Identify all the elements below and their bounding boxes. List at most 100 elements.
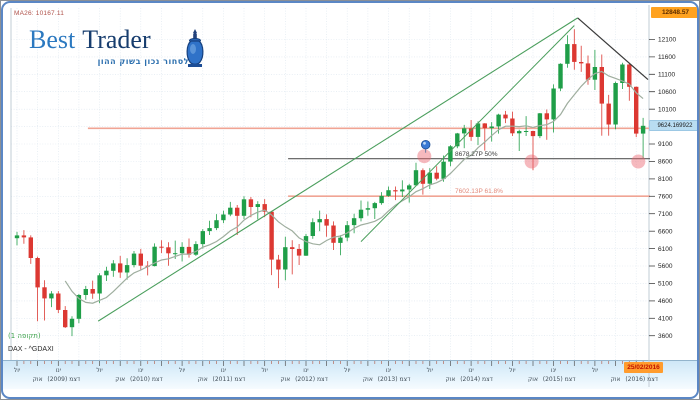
candle-body [365, 208, 371, 210]
brand-word-trader: Trader [82, 25, 151, 54]
candle-body [200, 231, 205, 245]
candle-body [173, 253, 178, 255]
candle-body [324, 219, 329, 226]
candle-body [455, 133, 460, 147]
candle-body [159, 246, 164, 248]
y-axis-label: 8100 [658, 176, 673, 183]
y-axis-label: 6100 [658, 246, 673, 253]
last-price-badge: 9624.169922 [649, 120, 697, 131]
high-price-badge: 12848.57 [651, 7, 697, 18]
candle-body [269, 211, 274, 260]
candle-body [434, 172, 439, 179]
candle-body [214, 220, 219, 229]
candle-body [331, 225, 336, 243]
highlight-circle-marker [631, 154, 646, 169]
highlight-circle-marker [417, 149, 432, 164]
candle-body [379, 195, 384, 204]
y-axis-label: 5600 [658, 263, 673, 270]
highlight-circle-marker [524, 154, 539, 169]
y-axis-label: 6600 [658, 228, 673, 235]
candle-body [317, 219, 322, 223]
y-axis-label: 11600 [658, 54, 676, 61]
candle-body [517, 131, 522, 134]
candle-body [565, 44, 570, 64]
candle-body [235, 207, 240, 216]
candle-body [537, 113, 543, 137]
candle-body [228, 207, 233, 215]
candle-body [97, 275, 102, 294]
moving-average-line [64, 70, 644, 304]
candle-body [290, 247, 295, 249]
candle-body [544, 113, 549, 120]
candle-body [351, 218, 357, 226]
candle-body [400, 189, 405, 192]
candle-body [579, 62, 584, 64]
candle-body [462, 128, 467, 134]
candle-body [241, 199, 247, 216]
candle-body [345, 225, 350, 238]
candle-body [468, 128, 474, 137]
candle-body [69, 318, 75, 328]
candle-body [83, 289, 88, 295]
y-axis-label: 5100 [658, 281, 673, 288]
candle-body [124, 265, 130, 273]
candle-body [427, 172, 432, 184]
candle-body [413, 170, 419, 186]
candle-body [496, 114, 501, 127]
time-axis-strip [3, 360, 697, 389]
candle-body [393, 190, 398, 192]
candle-body [131, 253, 137, 266]
candle-body [523, 131, 529, 132]
candle-body [104, 270, 109, 276]
y-axis-label: 12100 [658, 37, 676, 44]
price-chart-canvas[interactable]: 3600 4100 4600 5100 5600 6100 6600 7100 7600 8100… [3, 3, 699, 399]
candle-body [572, 44, 577, 62]
y-axis-label: 10100 [658, 106, 676, 113]
candle-body [262, 204, 267, 212]
candle-body [551, 88, 556, 120]
candle-body [620, 64, 625, 83]
candle-body [407, 185, 412, 190]
brand-logo: Best Trader לסחור נכון בשוק ההון [29, 27, 204, 79]
candle-body [475, 123, 481, 137]
period-label: (תקופה 1) [8, 332, 41, 340]
candle-body [21, 235, 27, 238]
candle-body [640, 125, 646, 134]
candle-body [599, 67, 604, 104]
candle-body [14, 235, 20, 239]
candle-body [303, 236, 309, 256]
ma-indicator-readout: MA26: 10167.11 [14, 10, 65, 17]
candle-body [585, 63, 591, 80]
candle-body [186, 246, 192, 255]
trendline-uptrend-inner [360, 25, 575, 242]
brand-tagline: לסחור נכון בשוק ההון [97, 57, 189, 66]
y-axis-label: 4100 [658, 316, 673, 323]
y-axis-label: 11100 [658, 72, 675, 79]
brand-word-best: Best [29, 25, 76, 54]
info-pin-icon [421, 139, 431, 150]
candle-body [28, 237, 33, 258]
trendline-downtrend [577, 17, 649, 81]
y-axis-label: 8600 [658, 159, 673, 166]
trendline-uptrend-main [97, 17, 578, 322]
candle-body [90, 289, 95, 294]
symbol-label: DAX - ^GDAXI [8, 346, 54, 353]
candle-body [179, 246, 185, 254]
candle-body [310, 222, 315, 236]
y-axis-label: 9100 [658, 141, 673, 148]
candle-body [441, 161, 446, 179]
brand-title: Best Trader [29, 27, 189, 53]
candle-body [111, 263, 116, 271]
candle-body [613, 83, 618, 125]
fib-50-label: 8678.27P 50% [455, 151, 498, 158]
candle-body [138, 253, 143, 266]
candle-body [558, 63, 563, 89]
candle-body [358, 209, 364, 219]
candle-body [448, 146, 453, 162]
fib-618-label: 7602.13P 61.8% [455, 188, 503, 195]
candle-body [372, 203, 377, 209]
candle-body [530, 131, 536, 137]
candle-body [35, 258, 40, 288]
